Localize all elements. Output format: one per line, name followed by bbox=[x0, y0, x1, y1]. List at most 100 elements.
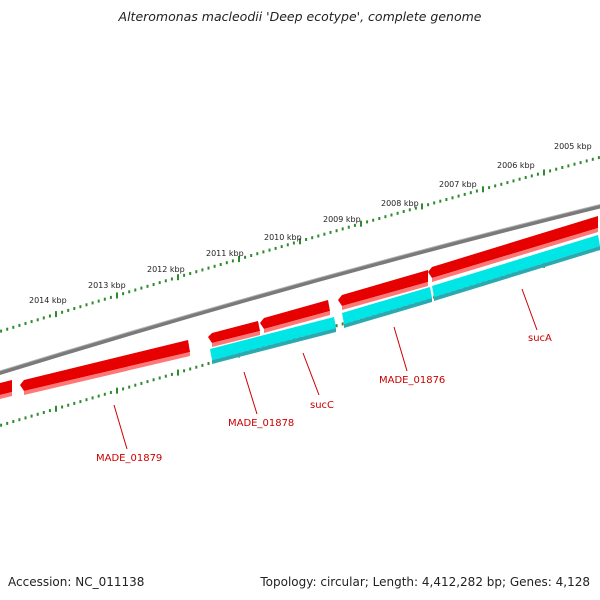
scale-label-2009: 2009 kbp bbox=[323, 215, 361, 224]
outer-scale-minor-tick bbox=[366, 220, 369, 224]
outer-scale-minor-tick bbox=[67, 308, 70, 312]
inner-scale-minor-tick bbox=[91, 396, 94, 400]
gene-MADE_01876[interactable] bbox=[342, 287, 432, 324]
outer-scale-minor-tick bbox=[24, 322, 27, 325]
outer-scale-minor-tick bbox=[36, 318, 39, 322]
cds-sucA[interactable] bbox=[428, 216, 598, 278]
inner-scale-minor-tick bbox=[140, 381, 143, 385]
cds-partial-left-shadow bbox=[0, 392, 12, 399]
inner-scale-minor-tick bbox=[335, 324, 338, 328]
scale-label-2012: 2012 kbp bbox=[147, 265, 185, 274]
outer-scale-minor-tick bbox=[244, 255, 247, 259]
outer-scale-minor-tick bbox=[530, 174, 533, 178]
genome-summary-text: Topology: circular; Length: 4,412,282 bp… bbox=[260, 575, 590, 589]
outer-scale-minor-tick bbox=[262, 250, 265, 254]
outer-scale-minor-tick bbox=[347, 225, 350, 229]
inner-scale-minor-tick bbox=[152, 378, 155, 382]
inner-scale-minor-tick bbox=[122, 387, 125, 391]
cds-partial-left[interactable] bbox=[0, 380, 12, 395]
outer-scale-major-tick bbox=[482, 186, 484, 193]
outer-scale-minor-tick bbox=[280, 245, 283, 249]
outer-scale-minor-tick bbox=[42, 316, 45, 320]
outer-scale-minor-tick bbox=[268, 248, 271, 252]
inner-scale-minor-tick bbox=[6, 421, 9, 425]
inner-scale-minor-tick bbox=[61, 405, 64, 409]
outer-scale-minor-tick bbox=[573, 162, 576, 166]
outer-scale-minor-tick bbox=[292, 241, 295, 245]
cds-MADE_01878[interactable] bbox=[208, 321, 260, 343]
inner-scale-minor-tick bbox=[201, 363, 204, 367]
outer-scale-minor-tick bbox=[372, 218, 375, 222]
label-leaders bbox=[113, 288, 538, 450]
outer-scale-minor-tick bbox=[561, 166, 564, 169]
outer-scale-minor-tick bbox=[512, 179, 515, 183]
outer-scale-minor-tick bbox=[12, 325, 15, 329]
inner-scale-minor-tick bbox=[164, 374, 167, 378]
gene-sucC-MADE_01878-shadow bbox=[212, 328, 336, 364]
outer-scale-minor-tick bbox=[494, 184, 497, 188]
gene-track bbox=[210, 235, 600, 364]
scale-label-2014: 2014 kbp bbox=[29, 296, 67, 305]
outer-scale-minor-tick bbox=[555, 167, 558, 171]
gene-sucA[interactable] bbox=[432, 235, 600, 297]
outer-scale-minor-tick bbox=[140, 286, 143, 290]
outer-scale-minor-tick bbox=[219, 263, 222, 266]
inner-scale-minor-tick bbox=[341, 322, 344, 326]
outer-scale-minor-tick bbox=[79, 305, 82, 309]
inner-scale-major-tick bbox=[116, 387, 118, 394]
inner-scale-minor-tick bbox=[85, 398, 88, 402]
genome-backbone-highlight bbox=[0, 203, 600, 372]
inner-scale-minor-tick bbox=[158, 376, 161, 380]
outer-scale-minor-tick bbox=[97, 299, 100, 303]
cds-sucC[interactable] bbox=[260, 300, 330, 329]
outer-scale-minor-tick bbox=[109, 295, 112, 299]
outer-scale-minor-tick bbox=[451, 196, 454, 200]
outer-scale-minor-tick bbox=[201, 268, 204, 272]
outer-scale-minor-tick bbox=[286, 243, 289, 247]
cds-sucA-shadow bbox=[432, 228, 598, 282]
outer-scale-minor-tick bbox=[414, 206, 417, 210]
outer-scale-minor-tick bbox=[518, 177, 521, 181]
outer-scale-minor-tick bbox=[103, 297, 106, 301]
outer-scale-major-tick bbox=[177, 274, 179, 281]
outer-scale-minor-tick bbox=[396, 211, 399, 215]
outer-scale-minor-tick bbox=[274, 246, 277, 250]
map-title: Alteromonas macleodii 'Deep ecotype', co… bbox=[118, 9, 482, 24]
outer-scale-minor-tick bbox=[73, 307, 76, 310]
outer-scale-minor-tick bbox=[134, 288, 137, 292]
outer-scale-minor-tick bbox=[384, 215, 387, 219]
inner-scale-minor-tick bbox=[30, 414, 33, 418]
outer-scale-minor-tick bbox=[475, 189, 478, 193]
outer-scale-minor-tick bbox=[323, 232, 326, 236]
outer-scale-minor-tick bbox=[579, 161, 582, 165]
inner-scale-minor-tick bbox=[134, 383, 137, 387]
scale-label-2010: 2010 kbp bbox=[264, 233, 302, 242]
gene-sucC-MADE_01878[interactable] bbox=[210, 317, 336, 360]
outer-scale-minor-tick bbox=[427, 203, 430, 207]
outer-scale-minor-tick bbox=[506, 181, 509, 185]
cds-sucC-shadow bbox=[264, 311, 330, 333]
inner-scale-minor-tick bbox=[0, 423, 3, 427]
outer-scale-minor-tick bbox=[439, 199, 442, 203]
inner-scale-minor-tick bbox=[48, 409, 51, 413]
outer-scale-major-tick bbox=[543, 169, 545, 176]
outer-scale-minor-tick bbox=[158, 281, 161, 285]
accession-text: Accession: NC_011138 bbox=[8, 575, 145, 589]
gene-sucA-shadow bbox=[434, 246, 600, 301]
outer-scale-minor-tick bbox=[61, 310, 64, 314]
outer-scale-minor-tick bbox=[567, 164, 570, 168]
outer-scale-minor-tick bbox=[189, 272, 192, 275]
leader-sucC bbox=[302, 352, 320, 396]
outer-scale-minor-tick bbox=[469, 191, 472, 195]
cds-MADE_01879[interactable] bbox=[20, 340, 190, 391]
inner-scale-major-tick bbox=[177, 369, 179, 376]
outer-scale-track bbox=[0, 156, 600, 333]
inner-scale-minor-tick bbox=[183, 369, 186, 373]
outer-scale-minor-tick bbox=[402, 210, 405, 213]
outer-scale-minor-tick bbox=[353, 223, 356, 227]
outer-scale-minor-tick bbox=[256, 252, 259, 256]
cds-MADE_01876[interactable] bbox=[338, 270, 428, 306]
inner-scale-minor-tick bbox=[103, 392, 106, 396]
outer-scale-major-tick bbox=[421, 203, 423, 210]
outer-scale-minor-tick bbox=[183, 273, 186, 277]
